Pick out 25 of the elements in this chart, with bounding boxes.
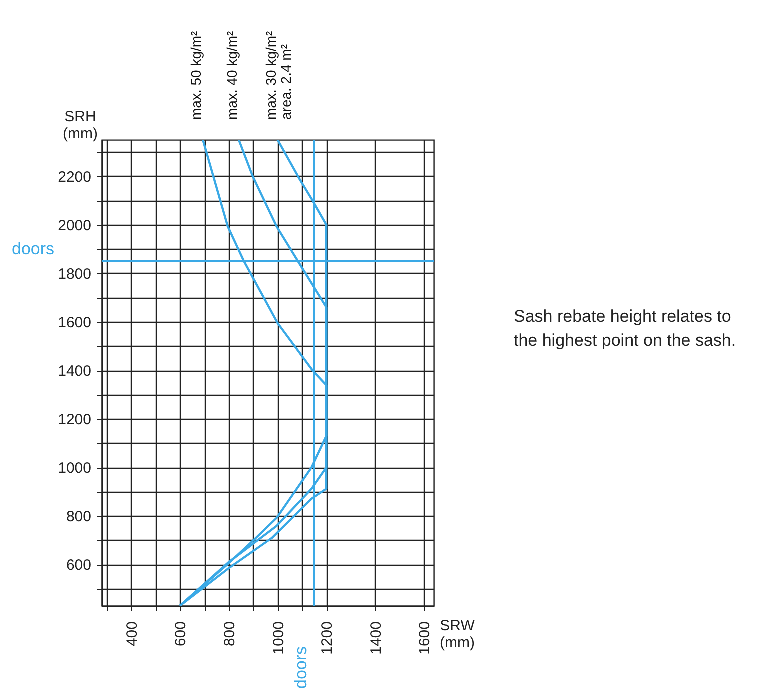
text: area. 2.4 m² <box>278 44 294 120</box>
y-tick-label: 1400 <box>58 363 92 380</box>
x-tick-label: 1400 <box>368 622 385 655</box>
x-tick-label: 400 <box>124 622 141 647</box>
ref-line-label: doors <box>291 646 310 689</box>
y-tick-label: 1600 <box>58 314 92 332</box>
y-tick-label: 800 <box>66 508 92 526</box>
x-tick-label: 600 <box>172 622 190 647</box>
text: Sash rebate height relates to the highest point on the sash. <box>514 306 738 352</box>
text: max. 40 kg/m² <box>224 30 240 120</box>
y-axis-title: SRH (mm) <box>63 108 98 142</box>
x-tick-label: 800 <box>221 622 238 647</box>
x-tick-label: 1600 <box>416 622 434 655</box>
x-tick-label: 1000 <box>270 622 288 655</box>
y-tick-label: 2200 <box>58 168 92 186</box>
text: max. 50 kg/m² <box>188 30 204 120</box>
x-tick-label: 1200 <box>319 622 336 655</box>
ref-line-label: doors <box>12 239 55 258</box>
y-tick-label: 2000 <box>58 217 92 234</box>
y-tick-label: 1000 <box>58 460 92 478</box>
text: max. 30 kg/m² <box>262 30 279 120</box>
y-tick-label: 1800 <box>58 266 92 283</box>
y-tick-label: 1200 <box>58 412 92 429</box>
y-tick-label: 600 <box>66 557 92 574</box>
x-axis-title: SRW (mm) <box>440 618 476 652</box>
